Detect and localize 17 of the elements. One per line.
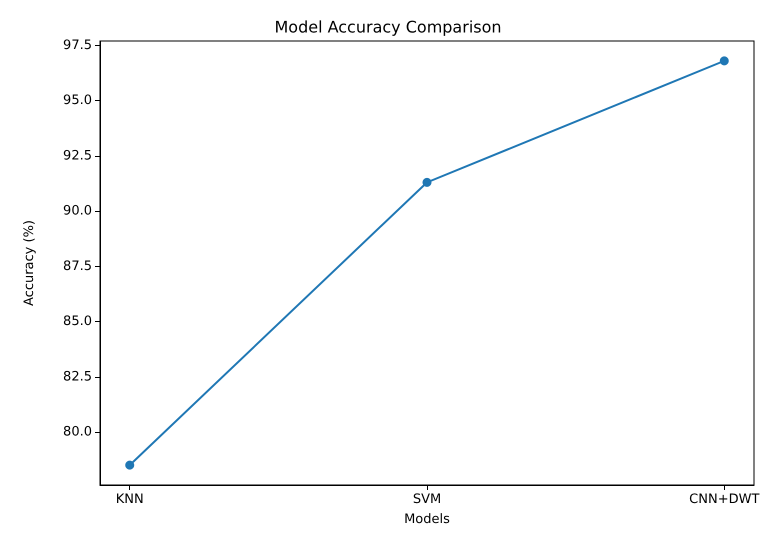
y-tick-label: 87.5: [63, 258, 92, 274]
x-axis-title: Models: [404, 512, 450, 527]
y-tick-label: 95.0: [63, 93, 92, 108]
y-axis-title: Accuracy (%): [22, 220, 37, 306]
point: [125, 460, 134, 470]
chart-title: Model Accuracy Comparison: [274, 18, 502, 36]
point: [720, 56, 729, 66]
y-tick-label: 90.0: [63, 204, 92, 219]
y-tick-label: 82.5: [63, 369, 92, 384]
x-tick-label: SVM: [412, 492, 442, 507]
x-tick-label: KNN: [116, 492, 144, 507]
y-tick-label: 85.0: [63, 314, 92, 330]
y-tick-label: 80.0: [63, 424, 92, 440]
y-tick-label: 92.5: [63, 148, 92, 164]
y-tick-label: 97.5: [63, 38, 92, 53]
point: [422, 178, 432, 187]
x-tick-label: CNN+DWT: [689, 492, 760, 507]
